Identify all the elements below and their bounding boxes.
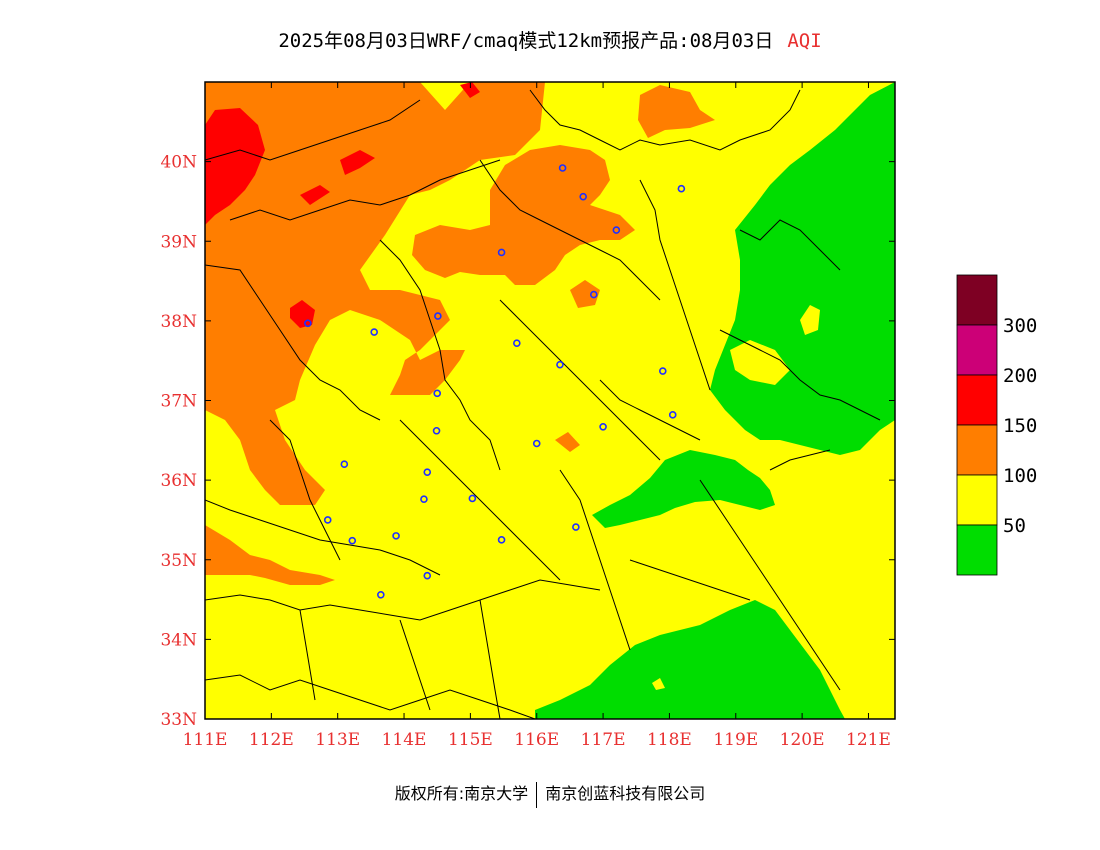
- lat-label: 37N: [160, 392, 197, 412]
- city-marker: [432, 426, 441, 435]
- city-marker: [370, 328, 378, 336]
- city-marker: [323, 516, 332, 524]
- legend-color-band: [956, 324, 998, 376]
- admin-boundaries: [205, 89, 881, 719]
- lat-label: 38N: [160, 312, 197, 332]
- lon-label: 116E: [514, 730, 559, 750]
- orange-patch-hebei: [570, 280, 600, 308]
- lat-label: 40N: [160, 153, 197, 173]
- title-text: 2025年08月03日WRF/cmaq模式12km预报产品:08月03日: [278, 30, 774, 52]
- yellow-island-2: [730, 340, 790, 385]
- city-marker: [340, 460, 349, 469]
- legend-color-band: [956, 374, 998, 426]
- orange-region-west: [205, 82, 545, 505]
- green-region-south: [535, 600, 845, 719]
- legend-label: 100: [1003, 465, 1037, 487]
- orange-region-north: [412, 145, 635, 285]
- yellow-island-3: [652, 678, 665, 690]
- red-patch-2: [300, 185, 330, 205]
- city-marker: [497, 248, 506, 257]
- city-marker: [572, 523, 580, 531]
- city-marker: [433, 389, 442, 398]
- lat-label: 33N: [160, 710, 197, 730]
- legend-label: 150: [1003, 415, 1037, 437]
- lat-label: 36N: [160, 471, 197, 491]
- axis-ticks: [204, 82, 895, 720]
- lon-label: 119E: [713, 730, 758, 750]
- city-marker: [423, 468, 432, 476]
- legend-color-band: [956, 424, 998, 476]
- city-marker: [434, 312, 442, 320]
- lon-label: 120E: [780, 730, 825, 750]
- city-marker: [497, 536, 506, 544]
- city-marker: [348, 536, 357, 545]
- latitude-labels: 33N 34N 35N 36N 37N 38N 39N 40N: [160, 153, 197, 730]
- city-marker: [556, 360, 564, 369]
- longitude-labels: 111E 112E 113E 114E 115E 116E 117E 118E 119E 120E…: [183, 730, 891, 750]
- page-title: 2025年08月03日WRF/cmaq模式12km预报产品:08月03日 AQI: [0, 26, 1100, 53]
- lat-label: 39N: [160, 232, 197, 252]
- city-marker: [392, 532, 400, 540]
- red-region-nw: [205, 108, 265, 225]
- city-marker: [579, 192, 587, 201]
- legend-color-band: [956, 274, 998, 326]
- lon-label: 118E: [647, 730, 692, 750]
- green-region-shandong: [592, 450, 775, 528]
- orange-patch-center: [555, 432, 580, 452]
- lon-label: 114E: [382, 730, 427, 750]
- city-marker: [468, 494, 477, 503]
- city-marker: [420, 495, 428, 504]
- copyright-footer: 版权所有:南京大学 南京创蓝科技有限公司: [0, 780, 1100, 808]
- city-marker: [558, 164, 567, 172]
- aqi-map-plot[interactable]: [205, 82, 895, 719]
- red-patch-1: [340, 150, 375, 175]
- legend-color-band: [956, 524, 998, 576]
- lat-label: 35N: [160, 551, 197, 571]
- lon-label: 115E: [448, 730, 493, 750]
- aqi-legend: 300 200 150 100 50: [956, 274, 1037, 576]
- legend-label: 200: [1003, 365, 1037, 387]
- lon-label: 112E: [249, 730, 294, 750]
- city-marker: [513, 339, 521, 347]
- city-marker: [589, 290, 598, 299]
- copyright-right: 南京创蓝科技有限公司: [545, 784, 706, 803]
- lon-label: 121E: [846, 730, 891, 750]
- city-markers: [304, 164, 686, 599]
- lon-label: 113E: [315, 730, 360, 750]
- copyright-left: 版权所有:南京大学: [394, 784, 529, 803]
- lon-label: 111E: [183, 730, 228, 750]
- city-marker: [599, 422, 607, 431]
- orange-patch-ne: [638, 85, 715, 138]
- city-marker: [612, 226, 621, 234]
- city-marker: [377, 590, 385, 599]
- city-marker: [423, 571, 432, 580]
- orange-region-southwest: [205, 525, 335, 585]
- lat-label: 34N: [160, 630, 197, 650]
- city-marker: [677, 184, 686, 193]
- city-marker: [304, 319, 312, 328]
- legend-color-band: [956, 474, 998, 526]
- yellow-island-1: [800, 305, 820, 335]
- legend-label: 50: [1003, 515, 1026, 537]
- city-marker: [668, 411, 677, 419]
- red-patch-3: [460, 82, 480, 98]
- city-marker: [658, 367, 667, 375]
- lon-label: 117E: [581, 730, 626, 750]
- footer-separator: [536, 781, 538, 808]
- city-marker: [532, 439, 541, 448]
- aqi-tag: AQI: [787, 30, 822, 52]
- legend-label: 300: [1003, 315, 1037, 337]
